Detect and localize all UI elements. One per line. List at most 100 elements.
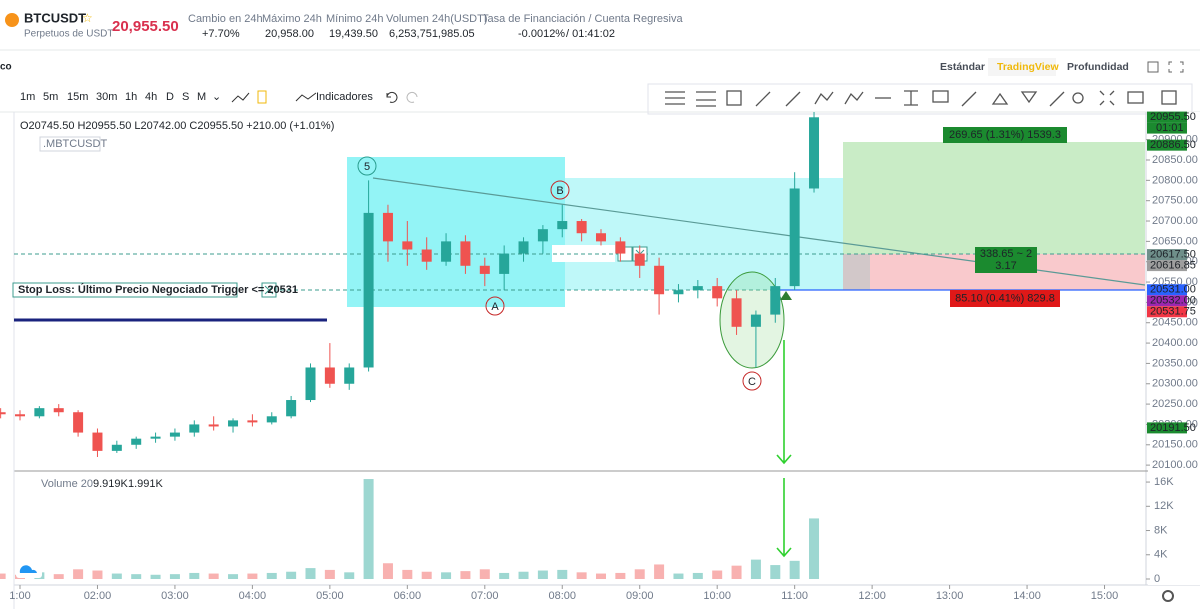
interval[interactable]: D	[166, 91, 174, 103]
price-badge-label: 20191.50	[1150, 422, 1196, 434]
volume-bar	[0, 573, 6, 579]
last-price: 20,955.50	[112, 18, 179, 35]
y-tick-label: 20400.00	[1152, 337, 1198, 349]
candle-body	[0, 412, 6, 415]
ohlc-legend: O20745.50 H20955.50 L20742.00 C20955.50 …	[20, 120, 334, 132]
x-tick-label: 06:00	[394, 590, 422, 602]
undo[interactable]	[386, 91, 398, 103]
y-tick-label: 20650.00	[1152, 235, 1198, 247]
candle-body	[92, 432, 103, 451]
logo-mark	[19, 565, 37, 573]
wave-label: C	[748, 376, 756, 388]
interval[interactable]: 5m	[43, 91, 58, 103]
candle-body	[305, 367, 316, 401]
stop-loss-text: Stop Loss: Último Precio Negociado Trigg…	[18, 283, 298, 296]
ratio-box	[975, 247, 1037, 273]
candle-body	[673, 290, 684, 295]
y-tick-label: 20850.00	[1152, 154, 1198, 166]
x-tick-label: 05:00	[316, 590, 344, 602]
wave-label: A	[491, 301, 499, 313]
price-badge-label: 20531.75	[1150, 306, 1196, 318]
drawing-toolbar	[647, 83, 1193, 115]
volume-bar	[634, 569, 645, 579]
wave-circle	[357, 156, 377, 176]
volume-bar	[111, 573, 122, 579]
box-b[interactable]	[565, 178, 870, 290]
volume-bar	[595, 573, 606, 579]
candle-body	[34, 408, 45, 417]
dropdown[interactable]: ⌄	[212, 91, 221, 103]
layout-icon[interactable]	[1147, 61, 1159, 73]
volume-bar	[344, 572, 355, 579]
candle-body	[770, 286, 781, 315]
y-tick-label: 20100.00	[1152, 459, 1198, 471]
volume-bar	[169, 574, 180, 579]
countdown: 01:01	[1156, 122, 1184, 134]
indicators-button[interactable]: Indicadores	[316, 91, 373, 103]
volume-bar	[809, 518, 820, 579]
indicator-icon[interactable]	[295, 92, 317, 102]
interval[interactable]: S	[182, 91, 189, 103]
candle-icon[interactable]	[257, 90, 267, 104]
x-tick-label: 08:00	[548, 590, 576, 602]
chart-type-icon[interactable]	[231, 92, 250, 103]
candle-body	[15, 414, 25, 417]
interval[interactable]: 15m	[67, 91, 88, 103]
volume-bar	[92, 570, 103, 579]
overlays: .MBTCUSDT20100.0020150.0020200.0020250.0…	[9, 111, 1200, 602]
candle-body	[169, 432, 180, 437]
settings[interactable]	[1162, 590, 1174, 602]
favorite-star[interactable]: ☆	[82, 11, 93, 25]
redo[interactable]	[406, 91, 418, 103]
cancel-x[interactable]	[264, 285, 274, 295]
price-badge-label: 20616.85	[1150, 259, 1196, 271]
volume-stat: 1.991K	[128, 478, 164, 490]
stop-loss-box[interactable]	[12, 282, 238, 298]
profit-zone[interactable]	[843, 142, 1145, 254]
interval[interactable]: 4h	[145, 91, 157, 103]
candle-body	[150, 436, 161, 439]
stat-value: +7.70%	[202, 28, 240, 40]
price-badge	[1147, 306, 1187, 318]
candle-body	[189, 424, 200, 433]
symbol-label: .MBTCUSDT	[43, 138, 107, 150]
view-tab[interactable]: Estándar	[940, 61, 985, 73]
candle-body	[595, 233, 606, 242]
candle-body	[789, 188, 800, 287]
candle-body	[266, 416, 277, 423]
y-tick-label: 20750.00	[1152, 195, 1198, 207]
arrows[interactable]	[776, 340, 792, 558]
view-tab[interactable]: TradingView	[997, 61, 1059, 73]
candle-body	[809, 117, 820, 189]
volume-bar	[557, 569, 568, 579]
volume-stat: 9.919K	[93, 478, 129, 490]
candle-body	[402, 241, 413, 250]
interval[interactable]: M	[197, 91, 206, 103]
stat-label: Mínimo 24h	[326, 13, 383, 25]
volume-bar	[615, 572, 626, 579]
candle-body	[479, 265, 490, 274]
volume-bar	[770, 565, 781, 579]
volume-bar	[266, 572, 277, 579]
price-badge	[1147, 260, 1187, 272]
candle-body	[654, 265, 665, 295]
x-tick-label: 03:00	[161, 590, 189, 602]
x-tick-label: 15:00	[1091, 590, 1119, 602]
volume-bar	[479, 569, 490, 579]
candle-body	[518, 241, 529, 254]
fullscreen-icon[interactable]	[1168, 61, 1184, 73]
interval[interactable]: 30m	[96, 91, 117, 103]
symbol[interactable]: BTCUSDT	[24, 10, 86, 25]
interval[interactable]: 1m	[20, 91, 35, 103]
candle-body	[228, 420, 239, 427]
interval[interactable]: 1h	[125, 91, 137, 103]
y-tick-label: 20300.00	[1152, 378, 1198, 390]
candle-body	[576, 221, 587, 234]
candle-body	[324, 367, 335, 384]
stat-label: Cambio en 24h	[188, 13, 263, 25]
volume-bar	[692, 572, 703, 579]
y-tick-label: 20150.00	[1152, 439, 1198, 451]
view-tab[interactable]: Profundidad	[1067, 61, 1129, 73]
marks	[0, 112, 820, 579]
x-tick-label: 02:00	[84, 590, 112, 602]
